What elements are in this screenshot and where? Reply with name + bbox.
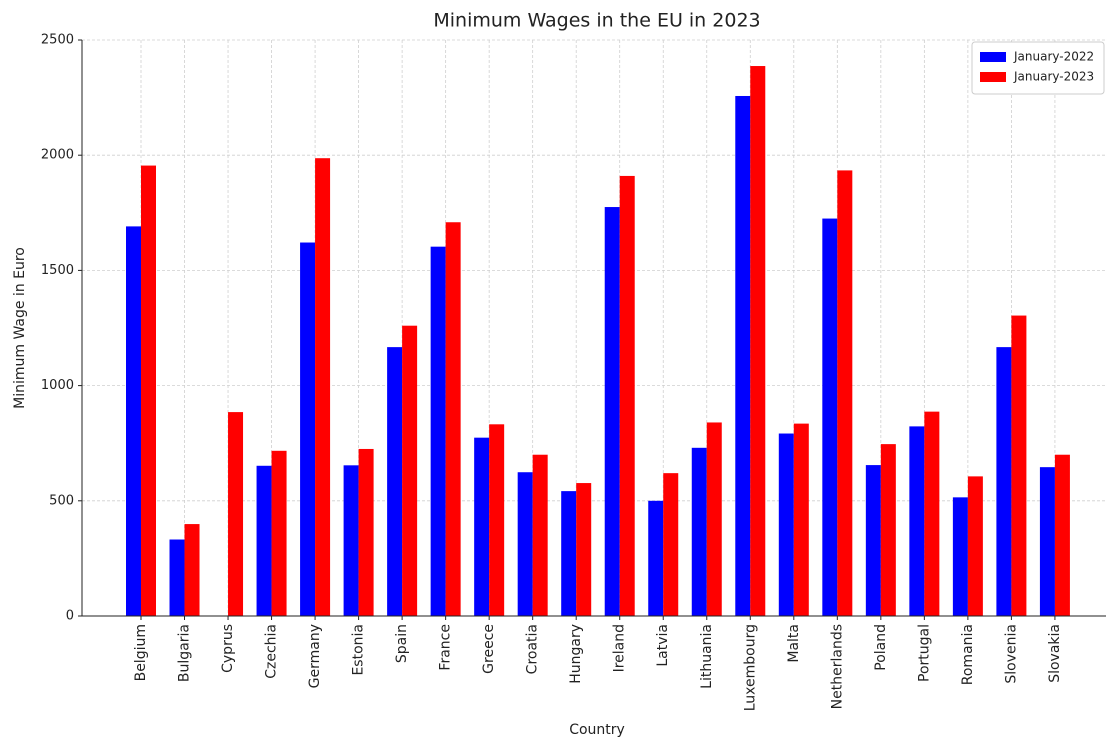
bar bbox=[532, 454, 548, 616]
bar bbox=[648, 500, 664, 616]
bar bbox=[865, 465, 881, 616]
bar bbox=[619, 175, 635, 616]
bar bbox=[474, 437, 490, 616]
bar bbox=[141, 165, 156, 616]
bar bbox=[561, 491, 577, 616]
y-tick-label: 2000 bbox=[41, 148, 74, 163]
bar bbox=[706, 422, 722, 616]
bar bbox=[184, 524, 200, 616]
bar bbox=[691, 447, 707, 616]
y-tick-label: 1500 bbox=[41, 263, 74, 278]
bar bbox=[952, 497, 968, 616]
bar bbox=[880, 444, 896, 616]
x-tick-label: Poland bbox=[873, 624, 889, 671]
x-tick-label: Cyprus bbox=[220, 624, 236, 673]
x-tick-label: Romania bbox=[960, 624, 976, 685]
bar bbox=[996, 347, 1012, 616]
bar bbox=[576, 483, 592, 616]
bar bbox=[604, 207, 620, 617]
legend-swatch bbox=[980, 72, 1006, 82]
bar bbox=[126, 226, 141, 616]
y-tick-label: 2500 bbox=[41, 33, 74, 48]
y-tick-label: 1000 bbox=[41, 378, 74, 393]
x-axis-label: Country bbox=[569, 722, 625, 738]
x-tick-label: Slovakia bbox=[1047, 624, 1063, 683]
bar bbox=[430, 246, 446, 616]
bar bbox=[228, 412, 244, 616]
bar bbox=[169, 539, 185, 616]
bar bbox=[315, 158, 331, 617]
x-tick-label: Czechia bbox=[264, 624, 280, 679]
bar bbox=[256, 465, 272, 616]
bar bbox=[909, 426, 925, 616]
chart-title: Minimum Wages in the EU in 2023 bbox=[433, 10, 760, 32]
x-tick-label: Latvia bbox=[655, 624, 671, 667]
bar bbox=[822, 218, 838, 616]
x-tick-label: Croatia bbox=[525, 624, 541, 674]
bar bbox=[445, 222, 461, 616]
bar bbox=[343, 465, 359, 616]
bar bbox=[1054, 454, 1070, 616]
legend-label: January-2022 bbox=[1013, 50, 1094, 64]
x-tick-label: Malta bbox=[786, 624, 802, 663]
bar bbox=[778, 433, 794, 616]
bar bbox=[271, 450, 287, 616]
bar bbox=[1039, 467, 1055, 616]
x-tick-label: France bbox=[438, 624, 454, 671]
bar bbox=[735, 95, 751, 617]
x-tick-label: Slovenia bbox=[1003, 624, 1019, 684]
bar bbox=[750, 66, 766, 616]
y-tick-label: 500 bbox=[49, 493, 74, 508]
bar bbox=[358, 448, 374, 616]
bar bbox=[402, 325, 418, 616]
legend-label: January-2023 bbox=[1013, 70, 1094, 84]
legend-swatch bbox=[980, 52, 1006, 62]
y-axis-label: Minimum Wage in Euro bbox=[12, 247, 28, 409]
bar bbox=[663, 473, 679, 616]
x-tick-label: Germany bbox=[307, 624, 323, 688]
x-tick-label: Portugal bbox=[916, 624, 932, 682]
bar bbox=[517, 472, 533, 616]
x-tick-label: Hungary bbox=[568, 624, 584, 684]
x-tick-label: Ireland bbox=[612, 624, 628, 672]
x-tick-label: Spain bbox=[394, 624, 410, 663]
x-tick-label: Estonia bbox=[351, 624, 367, 676]
bar bbox=[837, 170, 853, 616]
bar bbox=[1011, 315, 1027, 616]
y-tick-label: 0 bbox=[66, 609, 74, 624]
x-tick-label: Lithuania bbox=[699, 624, 715, 689]
bar bbox=[489, 424, 505, 616]
x-tick-label: Netherlands bbox=[829, 624, 845, 709]
x-tick-label: Luxembourg bbox=[742, 624, 758, 711]
x-tick-label: Belgium bbox=[133, 624, 149, 681]
x-tick-label: Greece bbox=[481, 624, 497, 674]
x-tick-label: Bulgaria bbox=[177, 624, 193, 682]
bar bbox=[967, 476, 983, 616]
bar bbox=[924, 411, 940, 616]
bar bbox=[793, 423, 809, 616]
bar bbox=[300, 242, 316, 616]
bar bbox=[387, 347, 403, 616]
